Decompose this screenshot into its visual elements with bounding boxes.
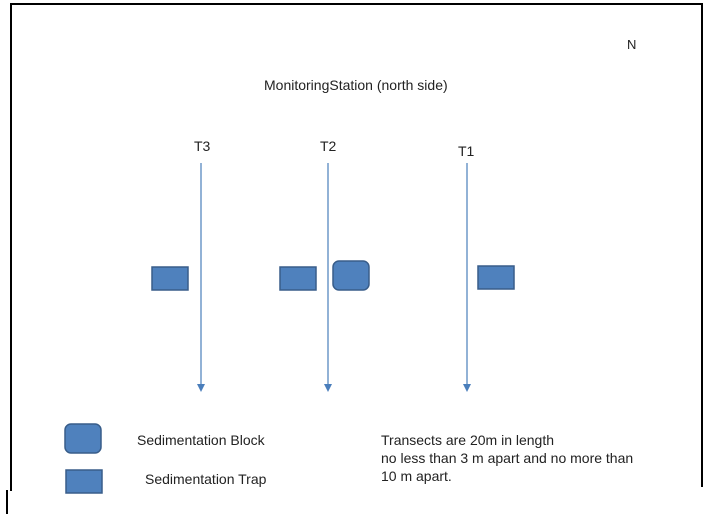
frame-right-edge [701,3,703,487]
sedimentation-block-t2 [332,260,370,291]
diagram-frame [10,3,701,491]
sedimentation-trap-t1 [477,265,515,290]
sedimentation-trap-t3 [151,266,189,291]
station-label: MonitoringStation (north side) [264,77,448,93]
legend-block-swatch [64,423,102,454]
transect-label-t2: T2 [320,138,337,154]
north-label: N [627,37,637,52]
frame-bottom-tick [6,490,8,514]
sedimentation-trap-t2 [279,266,317,291]
legend-trap-label: Sedimentation Trap [145,471,267,487]
transect-label-t3: T3 [194,138,211,154]
note-line-1: Transects are 20m in length [381,432,555,448]
transect-note: Transects are 20m in length no less than… [381,431,633,485]
legend-trap-swatch [65,469,103,494]
transect-label-t1: T1 [458,143,475,159]
note-line-3: 10 m apart. [381,468,452,484]
note-line-2: no less than 3 m apart and no more than [381,450,634,466]
legend-block-label: Sedimentation Block [137,432,265,448]
